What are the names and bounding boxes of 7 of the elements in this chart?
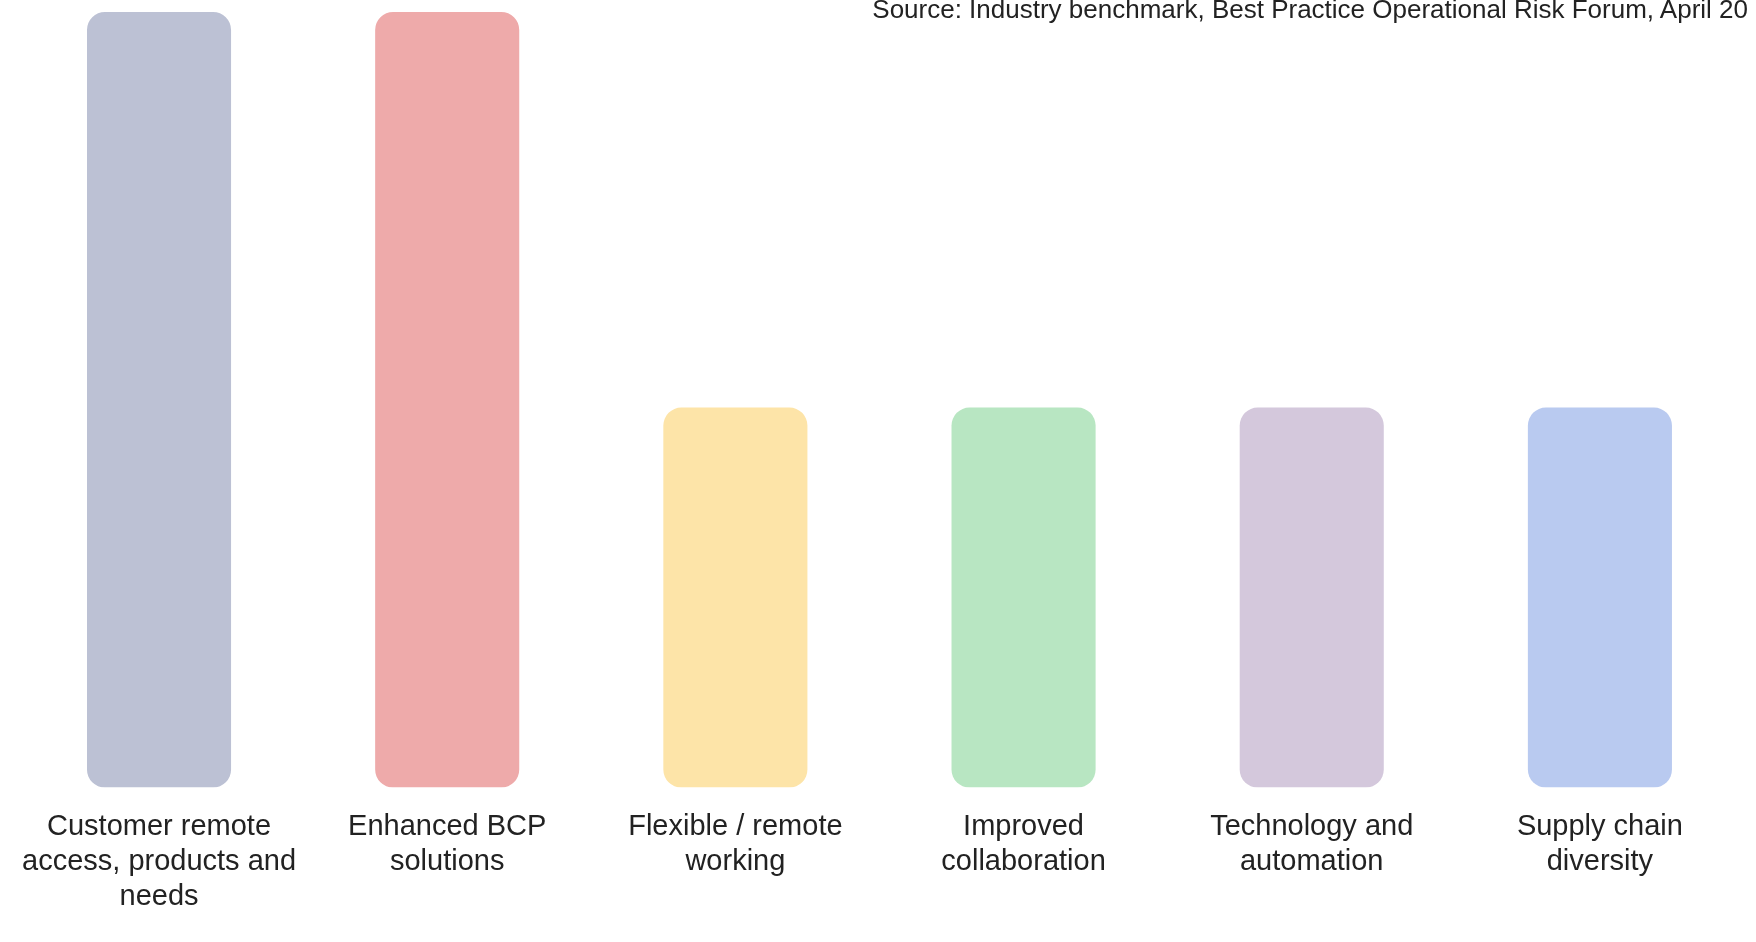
x-tick-label: Enhanced BCP solutions [348, 809, 547, 876]
x-tick-label: Technology and automation [1210, 809, 1414, 876]
x-tick-label: Supply chain diversity [1516, 809, 1683, 876]
x-tick-label: Customer remote access, products and needs [22, 809, 297, 911]
x-tick-label: Improved collaboration [941, 809, 1106, 876]
x-tick-label: Flexible / remote working [628, 809, 843, 876]
annotation: Source: Industry benchmark, Best Practice Operational Risk Forum, April 20 [872, 0, 1748, 25]
